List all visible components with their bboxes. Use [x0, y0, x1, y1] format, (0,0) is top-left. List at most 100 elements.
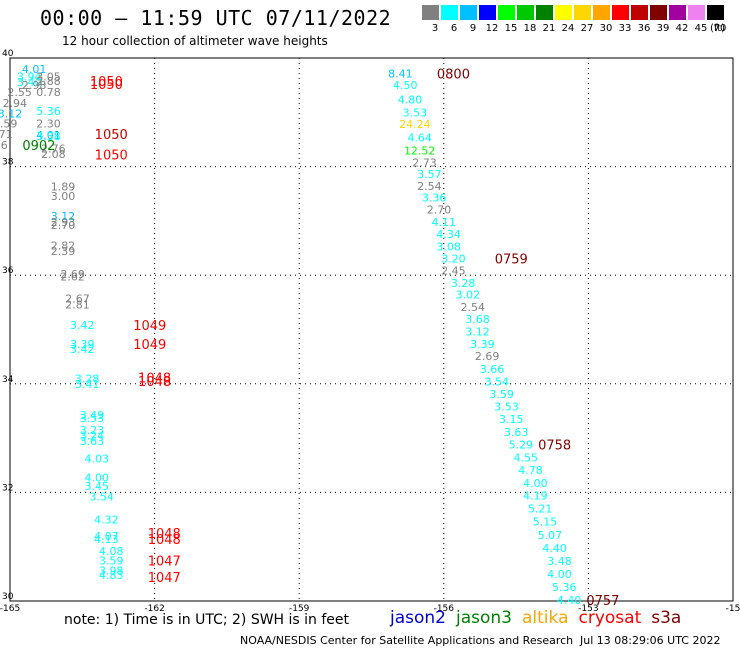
pass-time-label: 1048	[138, 375, 171, 390]
color-swatch-label: 42	[675, 23, 689, 34]
color-swatch-12	[479, 5, 496, 20]
wave-height-point: 2.81	[65, 299, 90, 312]
pass-time-label: 1049	[133, 338, 166, 353]
wave-height-point: 3.05	[36, 70, 61, 83]
wave-height-point: 5.21	[528, 503, 553, 516]
wave-height-point: 3.63	[80, 435, 105, 448]
legend-item-cryosat: cryosat	[578, 608, 642, 628]
wave-height-point: 2.54	[460, 301, 485, 314]
wave-height-point: 3.20	[441, 252, 466, 265]
wave-height-point: 3.28	[451, 277, 476, 290]
wave-height-point: 3.40	[17, 76, 42, 89]
color-swatch-33	[612, 5, 629, 20]
wave-height-point: 4.01	[22, 63, 47, 76]
wave-height-point: 2.55	[7, 86, 32, 99]
wave-height-point: 4.13	[94, 533, 119, 546]
color-swatch-label: 36	[637, 23, 651, 34]
wave-height-point: 2.76	[41, 143, 66, 156]
wave-height-point: 3.45	[85, 480, 110, 493]
color-swatch-15	[498, 5, 515, 20]
wave-height-point: 12.52	[404, 144, 436, 157]
wave-height-point: 4.00	[523, 477, 548, 490]
legend-item-jason3: jason3	[456, 608, 512, 628]
y-tick-label: 30	[2, 592, 14, 602]
color-swatch-3	[422, 5, 439, 20]
pass-time-label: 1047	[148, 554, 181, 569]
wave-height-point: 3.00	[51, 190, 76, 203]
wave-height-point: 4.50	[393, 79, 418, 92]
wave-height-point: 2.94	[3, 97, 28, 110]
wave-height-point: 3.57	[417, 168, 442, 181]
color-swatch-label: 6	[450, 23, 458, 34]
wave-height-point: 2.30	[36, 118, 61, 131]
footnote: note: 1) Time is in UTC; 2) SWH is in fe…	[64, 612, 350, 628]
color-swatch-label: 21	[542, 23, 556, 34]
wave-height-point: 4.19	[523, 490, 548, 503]
timestamp: Jul 13 08:29:06 UTC 2022	[580, 634, 721, 647]
wave-height-point: 5.15	[533, 516, 558, 529]
wave-height-point: 3.12	[465, 326, 490, 339]
wave-height-point: 5.29	[509, 439, 534, 452]
color-swatch-39	[650, 5, 667, 20]
wave-height-point: 4.00	[85, 472, 110, 485]
wave-height-point: 3.12	[51, 210, 76, 223]
page-title: 00:00 — 11:59 UTC 07/11/2022	[40, 6, 392, 30]
color-swatch-label: 9	[469, 23, 477, 34]
wave-height-point: 2.67	[65, 293, 90, 306]
wave-height-point: 3.39	[70, 338, 95, 351]
color-swatch-label: 33	[618, 23, 632, 34]
wave-height-point: 3.38	[36, 130, 61, 143]
wave-height-point: 3.59	[99, 554, 124, 567]
wave-height-point: 4.78	[518, 464, 543, 477]
pass-time-label: 0759	[495, 252, 528, 267]
wave-height-point: 2.69	[60, 268, 85, 281]
wave-height-point: 4.08	[99, 545, 124, 558]
wave-height-point: 2.98	[22, 79, 47, 92]
pass-time-label: 1050	[95, 149, 128, 164]
color-swatch-label: 3	[431, 23, 439, 34]
wave-height-point: 3.42	[70, 343, 95, 356]
color-swatch-45	[688, 5, 705, 20]
wave-height-point: 3.42	[70, 319, 95, 332]
wave-height-point: 24.24	[399, 118, 431, 131]
wave-height-point: 3.94	[17, 70, 42, 83]
wave-height-point: 3.12	[0, 107, 22, 120]
wave-height-point: 4.55	[513, 452, 538, 465]
wave-height-point: 5.07	[538, 529, 563, 542]
wave-height-point: 3.59	[489, 388, 514, 401]
wave-height-point: 4.32	[94, 514, 119, 527]
x-tick-label: -15	[726, 604, 740, 614]
pass-time-label: 0902	[22, 139, 55, 154]
wave-height-point: 3.08	[436, 240, 461, 253]
pass-time-label: 0757	[586, 594, 619, 609]
color-swatch-21	[536, 5, 553, 20]
wave-height-point: 2.08	[41, 148, 66, 161]
y-tick-label: 36	[2, 266, 14, 276]
color-swatch-label: 27	[580, 23, 594, 34]
pass-time-label: 1047	[148, 571, 181, 586]
x-tick-label: -165	[0, 604, 20, 614]
color-swatch-18	[517, 5, 534, 20]
wave-height-point: 3.98	[99, 565, 124, 578]
satellite-legend: jason2 jason3 altika cryosat s3a	[390, 608, 691, 628]
legend-item-s3a: s3a	[651, 608, 682, 628]
page-subtitle: 12 hour collection of altimeter wave hei…	[62, 34, 328, 48]
wave-height-point: 2.70	[51, 219, 76, 232]
wave-height-point: 3.39	[470, 338, 495, 351]
wave-height-point: 3.54	[89, 491, 114, 504]
color-swatch-label: 30	[599, 23, 613, 34]
wave-height-point: 0.78	[36, 86, 61, 99]
color-swatch-label: 39	[656, 23, 670, 34]
pass-time-label: 1048	[148, 533, 181, 548]
wave-height-point: 2.62	[60, 270, 85, 283]
wave-height-point: 4.01	[36, 129, 61, 142]
color-swatch-9	[460, 5, 477, 20]
wave-height-point: 2.82	[51, 239, 76, 252]
color-swatch-27	[574, 5, 591, 20]
pass-time-label: 0758	[538, 439, 571, 454]
wave-height-point: 2.73	[412, 156, 437, 169]
wave-height-point: 3.54	[485, 376, 510, 389]
wave-height-point: 3.63	[504, 426, 529, 439]
wave-height-point: 2.69	[475, 350, 500, 363]
pass-time-labels: 1050105010501050090210491049104810481048…	[22, 68, 619, 609]
